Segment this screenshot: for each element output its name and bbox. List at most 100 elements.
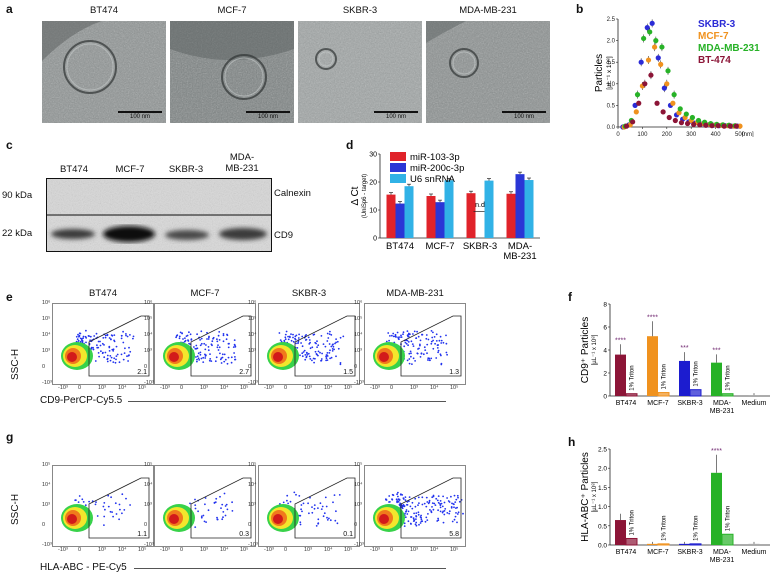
b-point: [630, 119, 636, 125]
e-event: [297, 337, 300, 339]
b-xtick-label: 200: [662, 132, 673, 137]
e-xtick-label: 10³: [304, 385, 312, 391]
g-event: [313, 507, 316, 510]
h-category-label: BT474: [616, 549, 637, 556]
e-event: [296, 347, 299, 349]
tem-micrograph: [170, 21, 294, 123]
h-ytick-label: 1.0: [598, 504, 607, 511]
tem-image-2: 100 nm: [298, 21, 422, 123]
e-event: [427, 357, 430, 360]
g-event: [111, 511, 113, 513]
e-event: [335, 338, 337, 340]
e-event: [408, 362, 411, 365]
g-event: [424, 520, 427, 523]
g-event: [338, 494, 341, 496]
g-event: [220, 507, 222, 509]
e-event: [387, 332, 390, 334]
e-event: [104, 336, 107, 339]
g-ytick-label: 10⁴: [42, 482, 51, 488]
e-event: [305, 334, 307, 336]
e-event: [431, 336, 434, 339]
d-bar: [435, 202, 445, 238]
e-xtick-label: 10³: [200, 385, 208, 391]
e-event: [392, 332, 395, 335]
e-event: [199, 351, 202, 354]
g-event: [453, 494, 456, 497]
e-event: [175, 336, 177, 339]
g-event: [317, 518, 320, 521]
e-plot-1: MCF-7 2.7: [154, 288, 256, 385]
g-ytick-label: -10³: [248, 542, 258, 548]
tem-title-2: SKBR-3: [342, 5, 378, 16]
e-event: [101, 342, 104, 345]
e-event: [113, 357, 116, 360]
e-event: [104, 351, 107, 354]
g-xtick-label: 0: [78, 547, 82, 553]
b-point: [727, 123, 733, 129]
e-event: [328, 333, 331, 335]
e-event: [100, 350, 102, 353]
e-event: [329, 357, 331, 360]
e-event: [218, 331, 221, 333]
panel-a-label: a: [6, 2, 13, 16]
e-event: [284, 336, 287, 339]
g-event: [452, 503, 455, 505]
e-event: [225, 338, 228, 341]
g-event: [219, 495, 221, 498]
e-event: [305, 356, 308, 359]
e-event: [385, 340, 388, 343]
e-event: [210, 360, 213, 362]
g-event: [213, 502, 216, 504]
g-xtick-label: 10³: [200, 547, 208, 553]
g-event: [96, 515, 99, 517]
g-event: [222, 511, 225, 513]
e-event: [197, 352, 200, 355]
g-event: [453, 506, 455, 509]
g-event: [410, 516, 413, 518]
e-event: [437, 349, 440, 352]
g-event: [417, 513, 420, 516]
e-event: [411, 363, 413, 365]
d-ylabel-sub: (UniSp6 - target): [362, 174, 368, 218]
e-event: [394, 333, 397, 336]
tem-image-0: 100 nm: [42, 21, 166, 123]
e-title: MDA-MB-231: [386, 288, 444, 299]
scale-bar-line: [374, 111, 418, 113]
h-triton-bar: [657, 543, 670, 546]
e-event: [339, 363, 342, 366]
e-event: [317, 350, 320, 353]
e-density-core: [67, 352, 77, 362]
e-event: [230, 361, 233, 364]
b-point: [697, 122, 703, 128]
g-event: [426, 501, 429, 503]
g-event: [121, 493, 124, 496]
e-event: [410, 352, 412, 355]
e-event: [301, 345, 304, 348]
g-event: [396, 493, 398, 496]
e-event: [189, 333, 192, 336]
e-event: [406, 359, 409, 362]
marker-22kda: 22 kDa: [2, 228, 33, 239]
g-event: [104, 508, 106, 511]
g-event: [414, 497, 417, 500]
e-event: [337, 347, 340, 350]
e-ytick-label: -10³: [248, 380, 258, 386]
e-event: [179, 331, 182, 334]
e-event: [324, 345, 327, 348]
e-event: [308, 339, 311, 341]
e-event: [300, 342, 302, 344]
g-event: [434, 504, 437, 506]
b-xtick-label: 100: [637, 132, 648, 137]
g-xtick-label: 10³: [410, 547, 418, 553]
panel-g-label: g: [6, 430, 14, 444]
d-bar: [426, 196, 436, 238]
g-event: [437, 517, 439, 520]
g-density: [373, 477, 464, 539]
e-event: [103, 356, 106, 359]
tem-image-1: 100 nm: [170, 21, 294, 123]
g-event: [216, 518, 219, 521]
e-event: [432, 339, 434, 342]
b-point: [670, 100, 676, 106]
e-event: [326, 354, 328, 356]
g-event: [451, 502, 453, 505]
